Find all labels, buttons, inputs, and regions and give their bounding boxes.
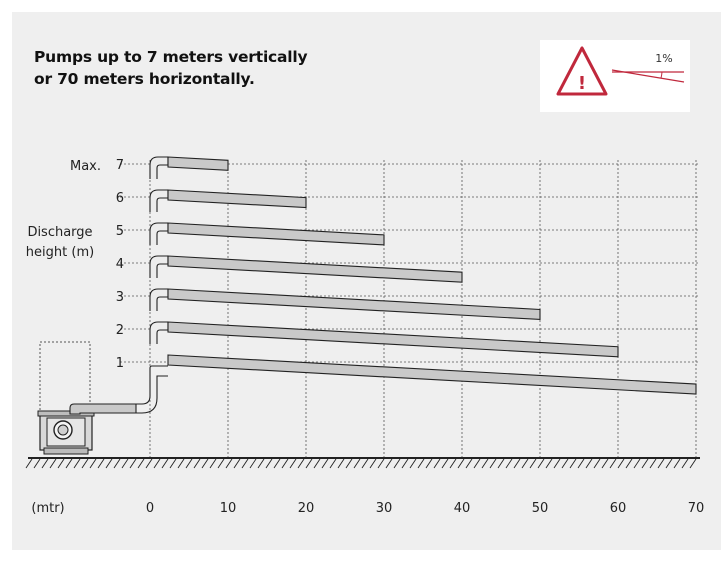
discharge-pipe (149, 255, 463, 283)
x-tick-label: 0 (146, 501, 154, 516)
y-axis-max-label: Max. (70, 159, 101, 174)
y-tick-label: 5 (116, 224, 124, 239)
pipe-lines (149, 156, 697, 395)
x-tick-label: 40 (454, 501, 471, 516)
x-tick-label: 30 (376, 501, 393, 516)
discharge-pipe (149, 321, 619, 358)
warning-symbol: ! (578, 73, 586, 94)
discharge-pipe (149, 288, 541, 321)
y-axis-ticks: 7 6 5 4 3 2 1 (116, 158, 124, 371)
y-tick-label: 3 (116, 290, 124, 305)
pump-unit (37, 341, 168, 455)
y-axis-label-line-2: height (m) (26, 245, 94, 260)
x-tick-label: 60 (610, 501, 627, 516)
slope-warning-graphic: ! 1% (556, 46, 685, 96)
slope-label: 1% (655, 52, 672, 65)
ground-line (25, 457, 700, 469)
slope-indicator-icon (611, 69, 685, 83)
y-tick-label: 4 (116, 257, 124, 272)
x-axis-ticks: 0 10 20 30 40 50 60 70 (146, 501, 704, 516)
y-axis-label-line-1: Discharge (27, 225, 92, 240)
x-tick-label: 20 (298, 501, 315, 516)
discharge-pipe (149, 222, 385, 246)
y-tick-label: 1 (116, 356, 124, 371)
warning-triangle-icon: ! (556, 46, 608, 96)
title-line-1: Pumps up to 7 meters vertically (34, 48, 308, 66)
diagram-title: Pumps up to 7 meters vertically or 70 me… (34, 46, 414, 90)
y-tick-label: 2 (116, 323, 124, 338)
title-line-2: or 70 meters horizontally. (34, 70, 255, 88)
x-tick-label: 10 (220, 501, 237, 516)
discharge-pipe (149, 189, 307, 212)
discharge-pipe (167, 354, 697, 395)
x-axis-unit-label: (mtr) (31, 501, 64, 516)
y-tick-label: 7 (116, 158, 124, 173)
x-tick-label: 70 (688, 501, 705, 516)
discharge-pipe (149, 156, 229, 179)
y-tick-label: 6 (116, 191, 124, 206)
slope-warning-box: ! 1% (540, 40, 690, 112)
x-tick-label: 50 (532, 501, 549, 516)
